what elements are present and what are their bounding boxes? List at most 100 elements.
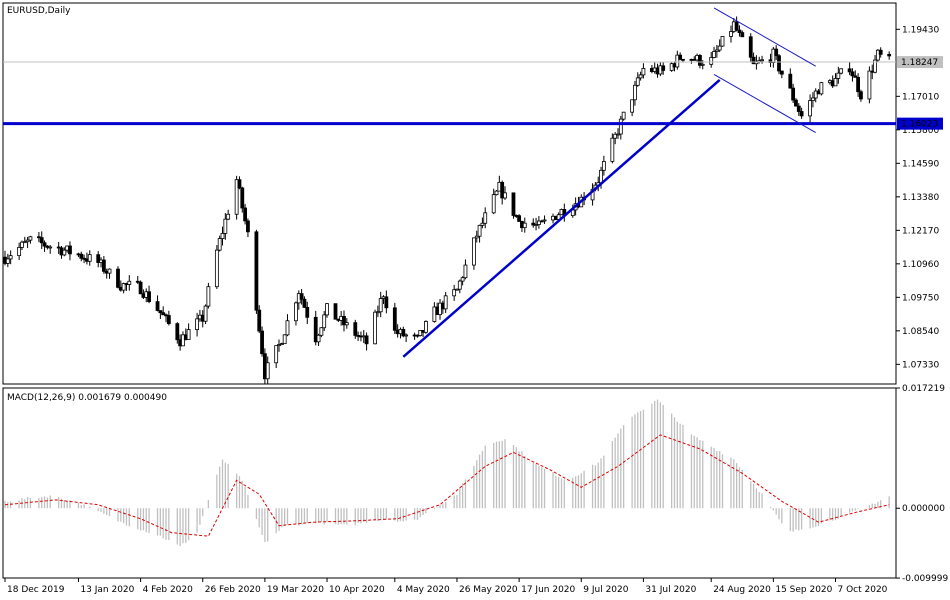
candle-body — [101, 259, 106, 272]
candle-body — [599, 169, 603, 184]
candle-body — [87, 254, 92, 262]
candle-body — [373, 311, 377, 345]
candle-body — [25, 239, 30, 243]
candle-body — [282, 334, 287, 345]
candle-body — [424, 321, 428, 333]
candle-body — [613, 133, 618, 139]
macd-indicator-label: MACD(12,26,9) 0.001679 0.000490 — [7, 393, 167, 403]
candle-body — [878, 49, 883, 55]
candle-body — [217, 238, 222, 251]
candle-body — [698, 55, 702, 66]
candle-body — [590, 188, 595, 201]
price-axis-label: 1.08540 — [902, 327, 939, 337]
price-pane-frame — [2, 2, 897, 385]
candle-body — [28, 236, 33, 241]
candle-body — [494, 190, 499, 196]
candle-body — [503, 192, 507, 199]
candle-body — [42, 242, 47, 247]
candle-body — [186, 329, 191, 340]
price-axis-label: 1.19430 — [902, 25, 939, 35]
price-axis-label: 1.07330 — [902, 360, 939, 370]
candle-body — [774, 48, 779, 57]
trendline[interactable] — [402, 79, 721, 358]
time-axis-label: 9 Jul 2020 — [583, 585, 628, 595]
candle-body — [333, 303, 338, 320]
candle-body — [819, 82, 824, 95]
candle-body — [873, 59, 877, 73]
candle-body — [17, 247, 22, 257]
candle-body — [833, 78, 838, 87]
candle-body — [265, 362, 270, 380]
current-price-tag — [897, 56, 943, 69]
candle-body — [138, 281, 143, 295]
candle-body — [285, 320, 290, 336]
candle-body — [401, 328, 406, 337]
candle-body — [661, 65, 666, 71]
candle-body — [794, 99, 798, 107]
candle-body — [799, 111, 804, 117]
candle-body — [452, 289, 457, 297]
time-axis-label: 26 May 2020 — [459, 585, 518, 595]
candle-body — [734, 21, 739, 31]
price-axis-label: 1.14590 — [902, 159, 939, 169]
candle-body — [127, 280, 132, 285]
candle-body — [788, 73, 793, 89]
candle-body — [737, 29, 742, 33]
candle-body — [302, 298, 307, 308]
candle-body — [534, 224, 538, 226]
channel-lower-line[interactable] — [713, 74, 816, 134]
candle-body — [522, 222, 527, 229]
candle-body — [630, 99, 635, 113]
channel-upper-line[interactable] — [713, 7, 816, 67]
candle-body — [404, 334, 409, 337]
candle-body — [5, 258, 10, 264]
candle-body — [712, 51, 716, 58]
candle-body — [539, 220, 544, 223]
candle-body — [813, 90, 818, 99]
candle-body — [319, 327, 324, 336]
price-axis-label: 1.13380 — [902, 193, 939, 203]
candle-body — [638, 74, 643, 79]
candle-body — [856, 76, 861, 93]
candle-body — [375, 311, 380, 314]
price-axis-label: 1.10960 — [902, 260, 939, 270]
candle-body — [214, 249, 219, 288]
candle-body — [760, 59, 764, 62]
candle-body — [220, 233, 225, 239]
candle-body — [68, 245, 72, 255]
candle-body — [472, 237, 476, 266]
candle-body — [536, 220, 541, 225]
price-axis-label: 1.09750 — [902, 293, 939, 303]
candle-body — [610, 137, 615, 162]
candle-body — [618, 118, 623, 135]
candle-body — [155, 301, 160, 311]
candle-body — [243, 207, 248, 222]
candle-body — [322, 314, 327, 329]
candle-body — [853, 75, 858, 78]
candle-body — [274, 345, 279, 364]
candle-body — [811, 97, 815, 101]
candle-body — [195, 318, 199, 331]
candle-body — [887, 53, 892, 57]
candle-body — [36, 236, 41, 239]
candle-body — [299, 293, 304, 300]
macd-axis-label: 0.017219 — [902, 384, 945, 394]
candle-body — [678, 54, 683, 60]
candle-body — [161, 312, 166, 316]
candle-body — [839, 68, 844, 74]
candle-body — [79, 253, 84, 259]
macd-signal-line — [4, 434, 890, 537]
candle-body — [384, 296, 389, 309]
time-axis-label: 26 Feb 2020 — [205, 585, 261, 595]
candle-body — [635, 77, 640, 86]
candle-body — [313, 316, 318, 343]
candle-body — [748, 36, 753, 58]
candle-body — [443, 295, 448, 310]
candle-body — [808, 100, 812, 117]
candle-body — [777, 55, 781, 72]
candle-body — [641, 68, 646, 76]
candle-body — [325, 303, 329, 316]
candle-body — [226, 213, 231, 220]
